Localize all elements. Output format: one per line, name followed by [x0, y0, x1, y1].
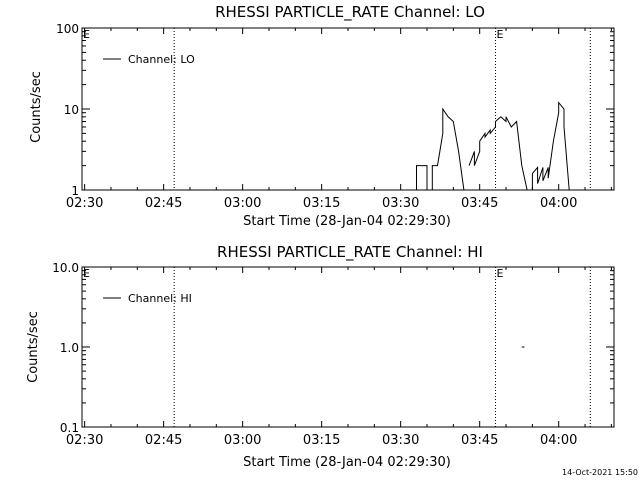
series-line-lo	[531, 101, 570, 191]
x-tick-label-hi: 03:15	[303, 433, 340, 448]
y-axis-label-lo: Counts/sec	[29, 71, 44, 143]
x-tick-label-lo: 03:30	[382, 196, 419, 211]
x-tick-label-hi: 04:00	[540, 433, 577, 448]
legend-label-hi: Channel: HI	[128, 292, 192, 305]
panel-hi: RHESSI PARTICLE_RATE Channel: HI Start T…	[26, 243, 615, 470]
chart-title-hi: RHESSI PARTICLE_RATE Channel: HI	[217, 243, 483, 262]
legend-label-lo: Channel: LO	[128, 53, 195, 66]
series-line-lo	[416, 107, 465, 191]
y-tick-label-hi: 10.0	[52, 261, 79, 275]
x-tick-label-hi: 02:30	[66, 433, 103, 448]
footer-timestamp: 14-Oct-2021 15:50	[562, 468, 638, 477]
x-tick-label-lo: 04:00	[540, 196, 577, 211]
y-tick-label-lo: 100	[56, 22, 79, 36]
y-tick-label-lo: 10	[64, 103, 79, 117]
x-tick-label-lo: 03:45	[461, 196, 498, 211]
x-tick-label-hi: 03:45	[461, 433, 498, 448]
x-axis-label-hi: Start Time (28-Jan-04 02:29:30)	[243, 455, 451, 470]
y-tick-label-hi: 0.1	[60, 421, 79, 435]
x-tick-label-hi: 03:00	[224, 433, 261, 448]
chart-title-lo: RHESSI PARTICLE_RATE Channel: LO	[215, 3, 485, 22]
y-tick-label-lo: 1	[71, 184, 79, 198]
x-tick-label-lo: 02:30	[66, 196, 103, 211]
marker-e-left-lo: E	[83, 28, 90, 41]
marker-e-right-lo: E	[496, 28, 503, 41]
x-axis-label-lo: Start Time (28-Jan-04 02:29:30)	[243, 214, 451, 229]
x-tick-label-lo: 02:45	[145, 196, 182, 211]
marker-e-left-hi: E	[83, 267, 90, 280]
x-tick-label-lo: 03:15	[303, 196, 340, 211]
plot-frame-hi	[81, 266, 615, 428]
panel-lo: RHESSI PARTICLE_RATE Channel: LO Start T…	[29, 3, 615, 229]
marker-e-right-hi: E	[496, 267, 503, 280]
x-tick-label-lo: 03:00	[224, 196, 261, 211]
y-tick-label-hi: 1.0	[60, 341, 79, 355]
x-tick-label-hi: 02:45	[145, 433, 182, 448]
y-axis-label-hi: Counts/sec	[26, 311, 41, 383]
series-line-lo	[468, 116, 528, 191]
x-tick-label-hi: 03:30	[382, 433, 419, 448]
